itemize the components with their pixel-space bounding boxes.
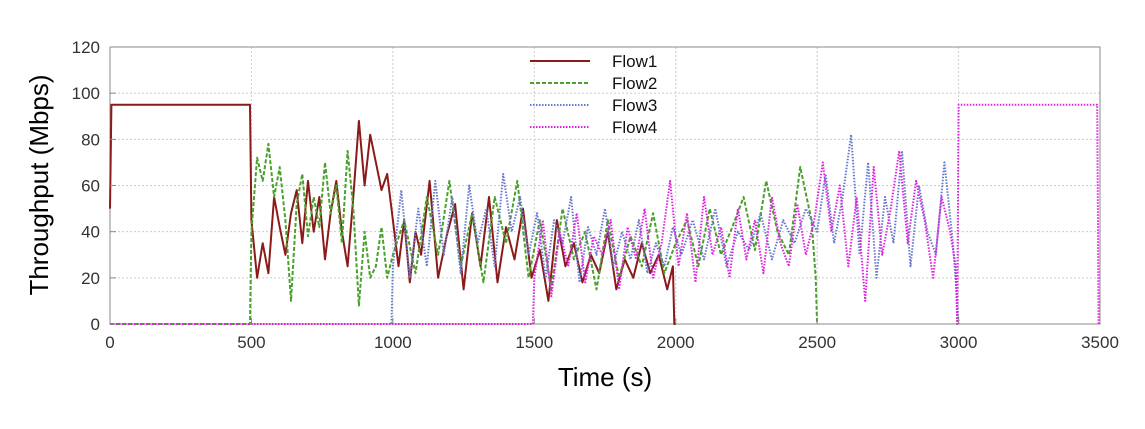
x-axis-title: Time (s)	[558, 362, 652, 392]
legend: Flow1 Flow2 Flow3 Flow4	[530, 52, 657, 137]
series-line-flow1	[109, 103, 676, 325]
legend-label-flow4: Flow4	[612, 118, 657, 137]
y-tick-label: 20	[81, 269, 100, 288]
x-tick-label: 3500	[1081, 333, 1119, 352]
legend-label-flow3: Flow3	[612, 96, 657, 115]
y-tick-label: 0	[91, 315, 100, 334]
series-line-flow3	[110, 133, 960, 325]
y-tick-label: 100	[72, 84, 100, 103]
x-tick-label: 1000	[374, 333, 412, 352]
series-lines	[109, 103, 1100, 325]
x-tick-label: 0	[105, 333, 114, 352]
x-tick-label: 2500	[798, 333, 836, 352]
x-tick-label: 3000	[940, 333, 978, 352]
y-axis-title: Throughput (Mbps)	[24, 74, 54, 295]
series-line-flow2	[110, 142, 819, 325]
y-tick-label: 80	[81, 130, 100, 149]
series-line-flow4	[110, 103, 1100, 325]
tick-labels: 0 500 1000 1500 2000 2500 3000 3500 0 20 40 60 80 100…	[72, 38, 1119, 352]
x-tick-label: 2000	[657, 333, 695, 352]
x-tick-label: 1500	[515, 333, 553, 352]
x-tick-label: 500	[237, 333, 265, 352]
y-tick-label: 120	[72, 38, 100, 57]
grid-lines	[109, 46, 1101, 325]
y-tick-label: 40	[81, 223, 100, 242]
legend-label-flow2: Flow2	[612, 74, 657, 93]
legend-label-flow1: Flow1	[612, 52, 657, 71]
y-tick-label: 60	[81, 177, 100, 196]
